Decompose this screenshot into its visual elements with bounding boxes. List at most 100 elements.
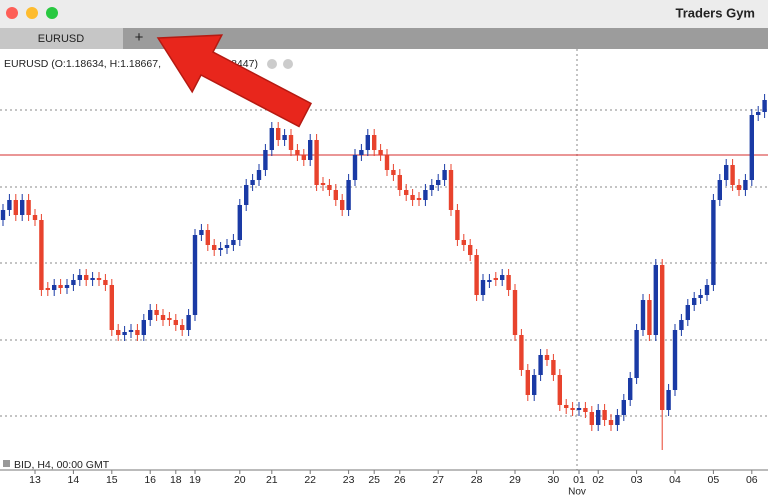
candle-body <box>519 335 524 370</box>
candle-body <box>512 290 518 335</box>
month-label: Nov <box>568 487 586 498</box>
candle-body <box>736 185 742 190</box>
x-tick-label: 02 <box>592 474 604 486</box>
candle-body <box>327 185 332 190</box>
chart-area <box>0 49 768 498</box>
candle-body <box>666 390 671 410</box>
x-tick-label: 14 <box>68 474 80 486</box>
x-tick-label: 16 <box>144 474 156 486</box>
new-tab-button[interactable]: + <box>135 29 144 46</box>
candle-body <box>58 285 63 288</box>
candle-body <box>474 255 479 295</box>
candle-body <box>468 245 473 255</box>
candle-body <box>410 195 415 200</box>
candle-body <box>711 200 716 285</box>
candle-body <box>506 275 511 290</box>
chart-icon[interactable] <box>267 59 277 69</box>
candle-body <box>743 180 748 190</box>
candle-body <box>199 230 204 235</box>
candle-body <box>762 100 767 112</box>
candle-body <box>429 185 434 190</box>
candle-body <box>52 285 57 290</box>
candle-body <box>544 355 550 360</box>
candle-body <box>116 330 121 335</box>
candle-body <box>160 315 166 320</box>
candle-body <box>128 330 134 332</box>
candle-body <box>538 355 543 375</box>
minimize-button[interactable] <box>26 7 38 19</box>
candle-body <box>653 265 658 335</box>
x-tick-label: 22 <box>304 474 316 486</box>
candle-body <box>397 175 402 190</box>
x-tick-label: 01 <box>573 474 585 486</box>
x-tick-label: 25 <box>368 474 380 486</box>
tab[interactable] <box>0 28 123 49</box>
candle-body <box>0 210 6 220</box>
close-button[interactable] <box>6 7 18 19</box>
candle-body <box>333 190 338 200</box>
candle-body <box>39 220 44 290</box>
x-tick-label: 23 <box>343 474 355 486</box>
candle-body <box>192 235 198 315</box>
tab-label[interactable]: EURUSD <box>38 33 85 45</box>
x-tick-label: 13 <box>29 474 41 486</box>
candle-body <box>423 190 428 200</box>
candle-body <box>167 318 172 320</box>
candle-body <box>45 288 50 290</box>
candle-body <box>148 310 153 320</box>
pointer-arrow <box>156 34 313 128</box>
candle-body <box>384 155 390 170</box>
x-tick-label: 05 <box>708 474 720 486</box>
candle-body <box>717 180 722 200</box>
candle-body <box>288 135 294 150</box>
candle-body <box>564 405 569 408</box>
candle-body <box>378 150 383 155</box>
candle-body <box>359 150 364 155</box>
candle-body <box>103 280 108 285</box>
x-tick-label: 04 <box>669 474 681 486</box>
candle-body <box>692 298 697 305</box>
candle-body <box>679 320 684 330</box>
title-bar <box>0 0 768 28</box>
candle-body <box>256 170 262 180</box>
candle-body <box>26 200 31 215</box>
candle-body <box>640 300 646 330</box>
candle-body <box>532 375 537 395</box>
candle-body <box>282 135 287 140</box>
x-tick-label: 30 <box>548 474 560 486</box>
candle-body <box>20 200 25 215</box>
x-tick-label: 15 <box>106 474 118 486</box>
candle-body <box>173 320 178 325</box>
candle-body <box>525 370 530 395</box>
candle-body <box>237 205 242 240</box>
candle-body <box>154 310 159 315</box>
candle-body <box>416 198 422 200</box>
zoom-button[interactable] <box>46 7 58 19</box>
candle-body <box>442 170 447 180</box>
chart-icon[interactable] <box>283 59 293 69</box>
lock-icon <box>3 460 10 467</box>
candle-body <box>730 165 735 185</box>
x-tick-label: 28 <box>471 474 483 486</box>
candle-body <box>212 245 217 250</box>
candle-body <box>186 315 191 330</box>
candle-body <box>250 180 255 185</box>
candle-body <box>372 135 377 150</box>
candle-body <box>461 240 466 245</box>
candle-body <box>295 150 300 155</box>
candle-body <box>96 278 102 280</box>
candle-body <box>436 180 441 185</box>
candle-body <box>647 300 652 335</box>
candle-body <box>602 410 607 420</box>
candle-body <box>269 128 274 150</box>
candle-body <box>672 330 678 390</box>
candle-body <box>308 140 313 160</box>
candle-body <box>589 412 594 425</box>
candle-body <box>314 140 319 185</box>
candle-body <box>141 320 146 335</box>
x-tick-label: 18 <box>170 474 182 486</box>
x-tick-label: 29 <box>509 474 521 486</box>
candle-body <box>109 285 114 330</box>
candle-body <box>13 200 18 215</box>
